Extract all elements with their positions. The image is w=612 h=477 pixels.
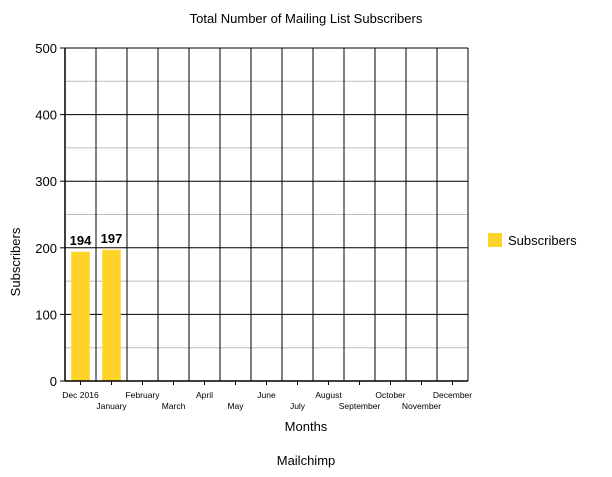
y-tick-label: 300 — [35, 174, 57, 189]
legend-label: Subscribers — [508, 233, 577, 248]
x-axis-label: Months — [285, 419, 328, 434]
legend: Subscribers — [488, 233, 577, 248]
x-tick-label: Dec 2016 — [62, 390, 99, 400]
chart-title: Total Number of Mailing List Subscribers — [190, 11, 423, 26]
data-label: 197 — [101, 231, 123, 246]
x-tick-label: January — [96, 401, 127, 411]
x-tick-label: February — [125, 390, 160, 400]
bar — [102, 249, 121, 381]
x-tick-label: December — [433, 390, 472, 400]
bar — [71, 251, 90, 381]
grid — [64, 47, 469, 382]
x-tick-label: July — [290, 401, 306, 411]
chart-subtitle: Mailchimp — [277, 453, 336, 468]
bars — [71, 249, 121, 381]
y-tick-label: 100 — [35, 307, 57, 322]
y-tick-label: 500 — [35, 41, 57, 56]
x-tick-label: March — [162, 401, 186, 411]
legend-swatch — [488, 233, 502, 247]
x-tick-label: October — [375, 390, 405, 400]
x-tick-label: June — [257, 390, 276, 400]
data-label: 194 — [70, 233, 92, 248]
y-tick-label: 400 — [35, 108, 57, 123]
y-tick-label: 0 — [50, 374, 57, 389]
y-axis-label: Subscribers — [8, 227, 23, 296]
x-tick-label: April — [196, 390, 213, 400]
x-tick-label: November — [402, 401, 441, 411]
labels: 0 100 200 300 400 500 Dec 2016 194 January 197 Feb… — [35, 41, 472, 411]
x-tick-label: May — [227, 401, 244, 411]
axes — [60, 47, 468, 385]
x-tick-label: August — [315, 390, 342, 400]
x-tick-label: September — [339, 401, 381, 411]
y-tick-label: 200 — [35, 241, 57, 256]
